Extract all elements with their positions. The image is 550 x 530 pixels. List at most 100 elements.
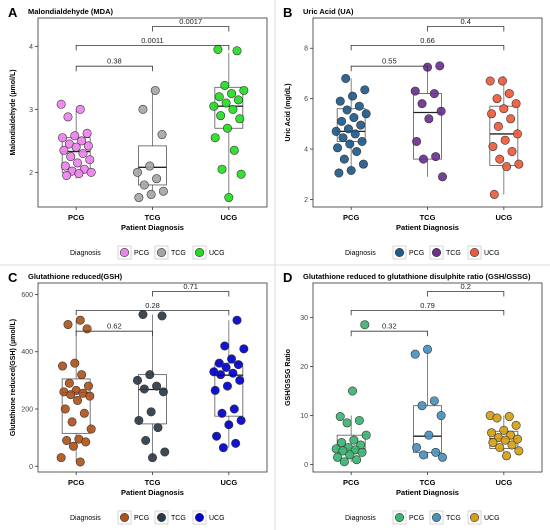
data-point (239, 85, 249, 95)
x-tick-label: TCG (420, 213, 436, 222)
data-point (216, 370, 226, 380)
chart-title: Uric Acid (UA) (303, 7, 354, 16)
data-point (352, 455, 362, 465)
data-point (502, 162, 512, 172)
y-tick-label: 6 (304, 96, 308, 103)
data-point (511, 99, 521, 109)
panel-letter: C (8, 270, 18, 285)
legend-label: UCG (484, 250, 500, 257)
y-axis-title: Malondialdehyde (µmol/L) (10, 69, 17, 155)
data-point (60, 404, 70, 414)
y-tick-label: 200 (21, 407, 33, 414)
data-point (504, 412, 514, 422)
data-point (497, 76, 507, 86)
data-point (64, 378, 74, 388)
data-point (339, 154, 349, 164)
legend-label: UCG (484, 515, 500, 522)
data-point (357, 447, 367, 457)
data-point (354, 101, 364, 111)
legend-title: Diagnosis (70, 515, 101, 522)
data-point (512, 434, 522, 444)
data-point (354, 415, 364, 425)
data-point (222, 123, 232, 133)
p-value-label: 0.62 (107, 322, 122, 331)
y-tick-label: 2 (304, 197, 308, 204)
data-point (361, 109, 371, 119)
data-point (485, 76, 495, 86)
data-point (358, 159, 368, 169)
data-point (488, 438, 498, 448)
legend-title: Diagnosis (70, 250, 101, 257)
data-point (412, 442, 422, 452)
data-point (146, 407, 156, 417)
data-point (217, 408, 227, 418)
significance-bracket (75, 310, 230, 316)
data-point (412, 136, 422, 146)
x-axis-title: Patient Diagnosis (396, 488, 459, 497)
data-point (492, 413, 502, 423)
data-point (145, 161, 155, 171)
data-point (500, 135, 510, 145)
legend-key-dot (157, 248, 167, 258)
legend-key-dot (470, 513, 480, 523)
data-point (77, 136, 87, 146)
data-point (235, 375, 245, 385)
x-axis-title: Patient Diagnosis (396, 223, 459, 232)
data-point (220, 80, 230, 90)
legend-key-dot (195, 248, 205, 258)
data-point (493, 121, 503, 131)
data-point (350, 129, 360, 139)
data-point (134, 193, 144, 203)
legend-label: UCG (209, 250, 225, 257)
significance-bracket (350, 310, 505, 316)
x-tick-label: UCG (495, 478, 512, 487)
p-value-label: 0.71 (183, 282, 198, 291)
y-tick-label: 600 (21, 292, 33, 299)
legend-key-dot (395, 513, 405, 523)
data-point (514, 159, 524, 169)
data-point (62, 436, 72, 446)
data-point (335, 96, 345, 106)
significance-bracket (75, 45, 230, 51)
y-tick-label: 10 (300, 413, 308, 420)
data-point (232, 46, 242, 56)
data-point (338, 133, 348, 143)
y-tick-label: 0 (29, 464, 33, 471)
data-point (410, 349, 420, 359)
data-point (339, 457, 349, 467)
legend-key-dot (120, 248, 130, 258)
x-tick-label: TCG (145, 478, 161, 487)
data-point (356, 120, 366, 130)
data-point (229, 145, 239, 155)
data-point (333, 452, 343, 462)
data-point (210, 385, 220, 395)
p-value-label: 0.66 (420, 36, 435, 45)
p-value-label: 0.32 (382, 322, 397, 331)
p-value-label: 0.79 (420, 301, 435, 310)
panel-letter: D (283, 270, 292, 285)
chart-panel-c: C Glutathione reduced(GSH) 0 200 400 600 Gluta… (8, 270, 268, 525)
data-point (82, 128, 92, 138)
data-point (335, 412, 345, 422)
data-point (346, 165, 356, 175)
p-value-label: 0.55 (382, 57, 397, 66)
data-point (59, 145, 69, 155)
data-point (229, 404, 239, 414)
data-point (233, 360, 243, 370)
x-tick-label: PCG (343, 213, 359, 222)
data-point (511, 420, 521, 430)
y-tick-label: 3 (29, 107, 33, 114)
y-tick-label: 0 (304, 462, 308, 469)
data-point (157, 311, 167, 321)
data-point (56, 99, 66, 109)
data-point (487, 109, 497, 119)
significance-bracket (75, 65, 153, 72)
p-value-label: 0.38 (107, 57, 122, 66)
y-tick-label: 4 (29, 44, 33, 51)
panel-letter: B (283, 5, 292, 20)
data-point (495, 442, 505, 452)
x-tick-label: PCG (68, 478, 84, 487)
legend-title: Diagnosis (345, 515, 376, 522)
data-point (361, 430, 371, 440)
chart-panel-d: D Glutathione reduced to glutathione disu… (283, 270, 543, 525)
